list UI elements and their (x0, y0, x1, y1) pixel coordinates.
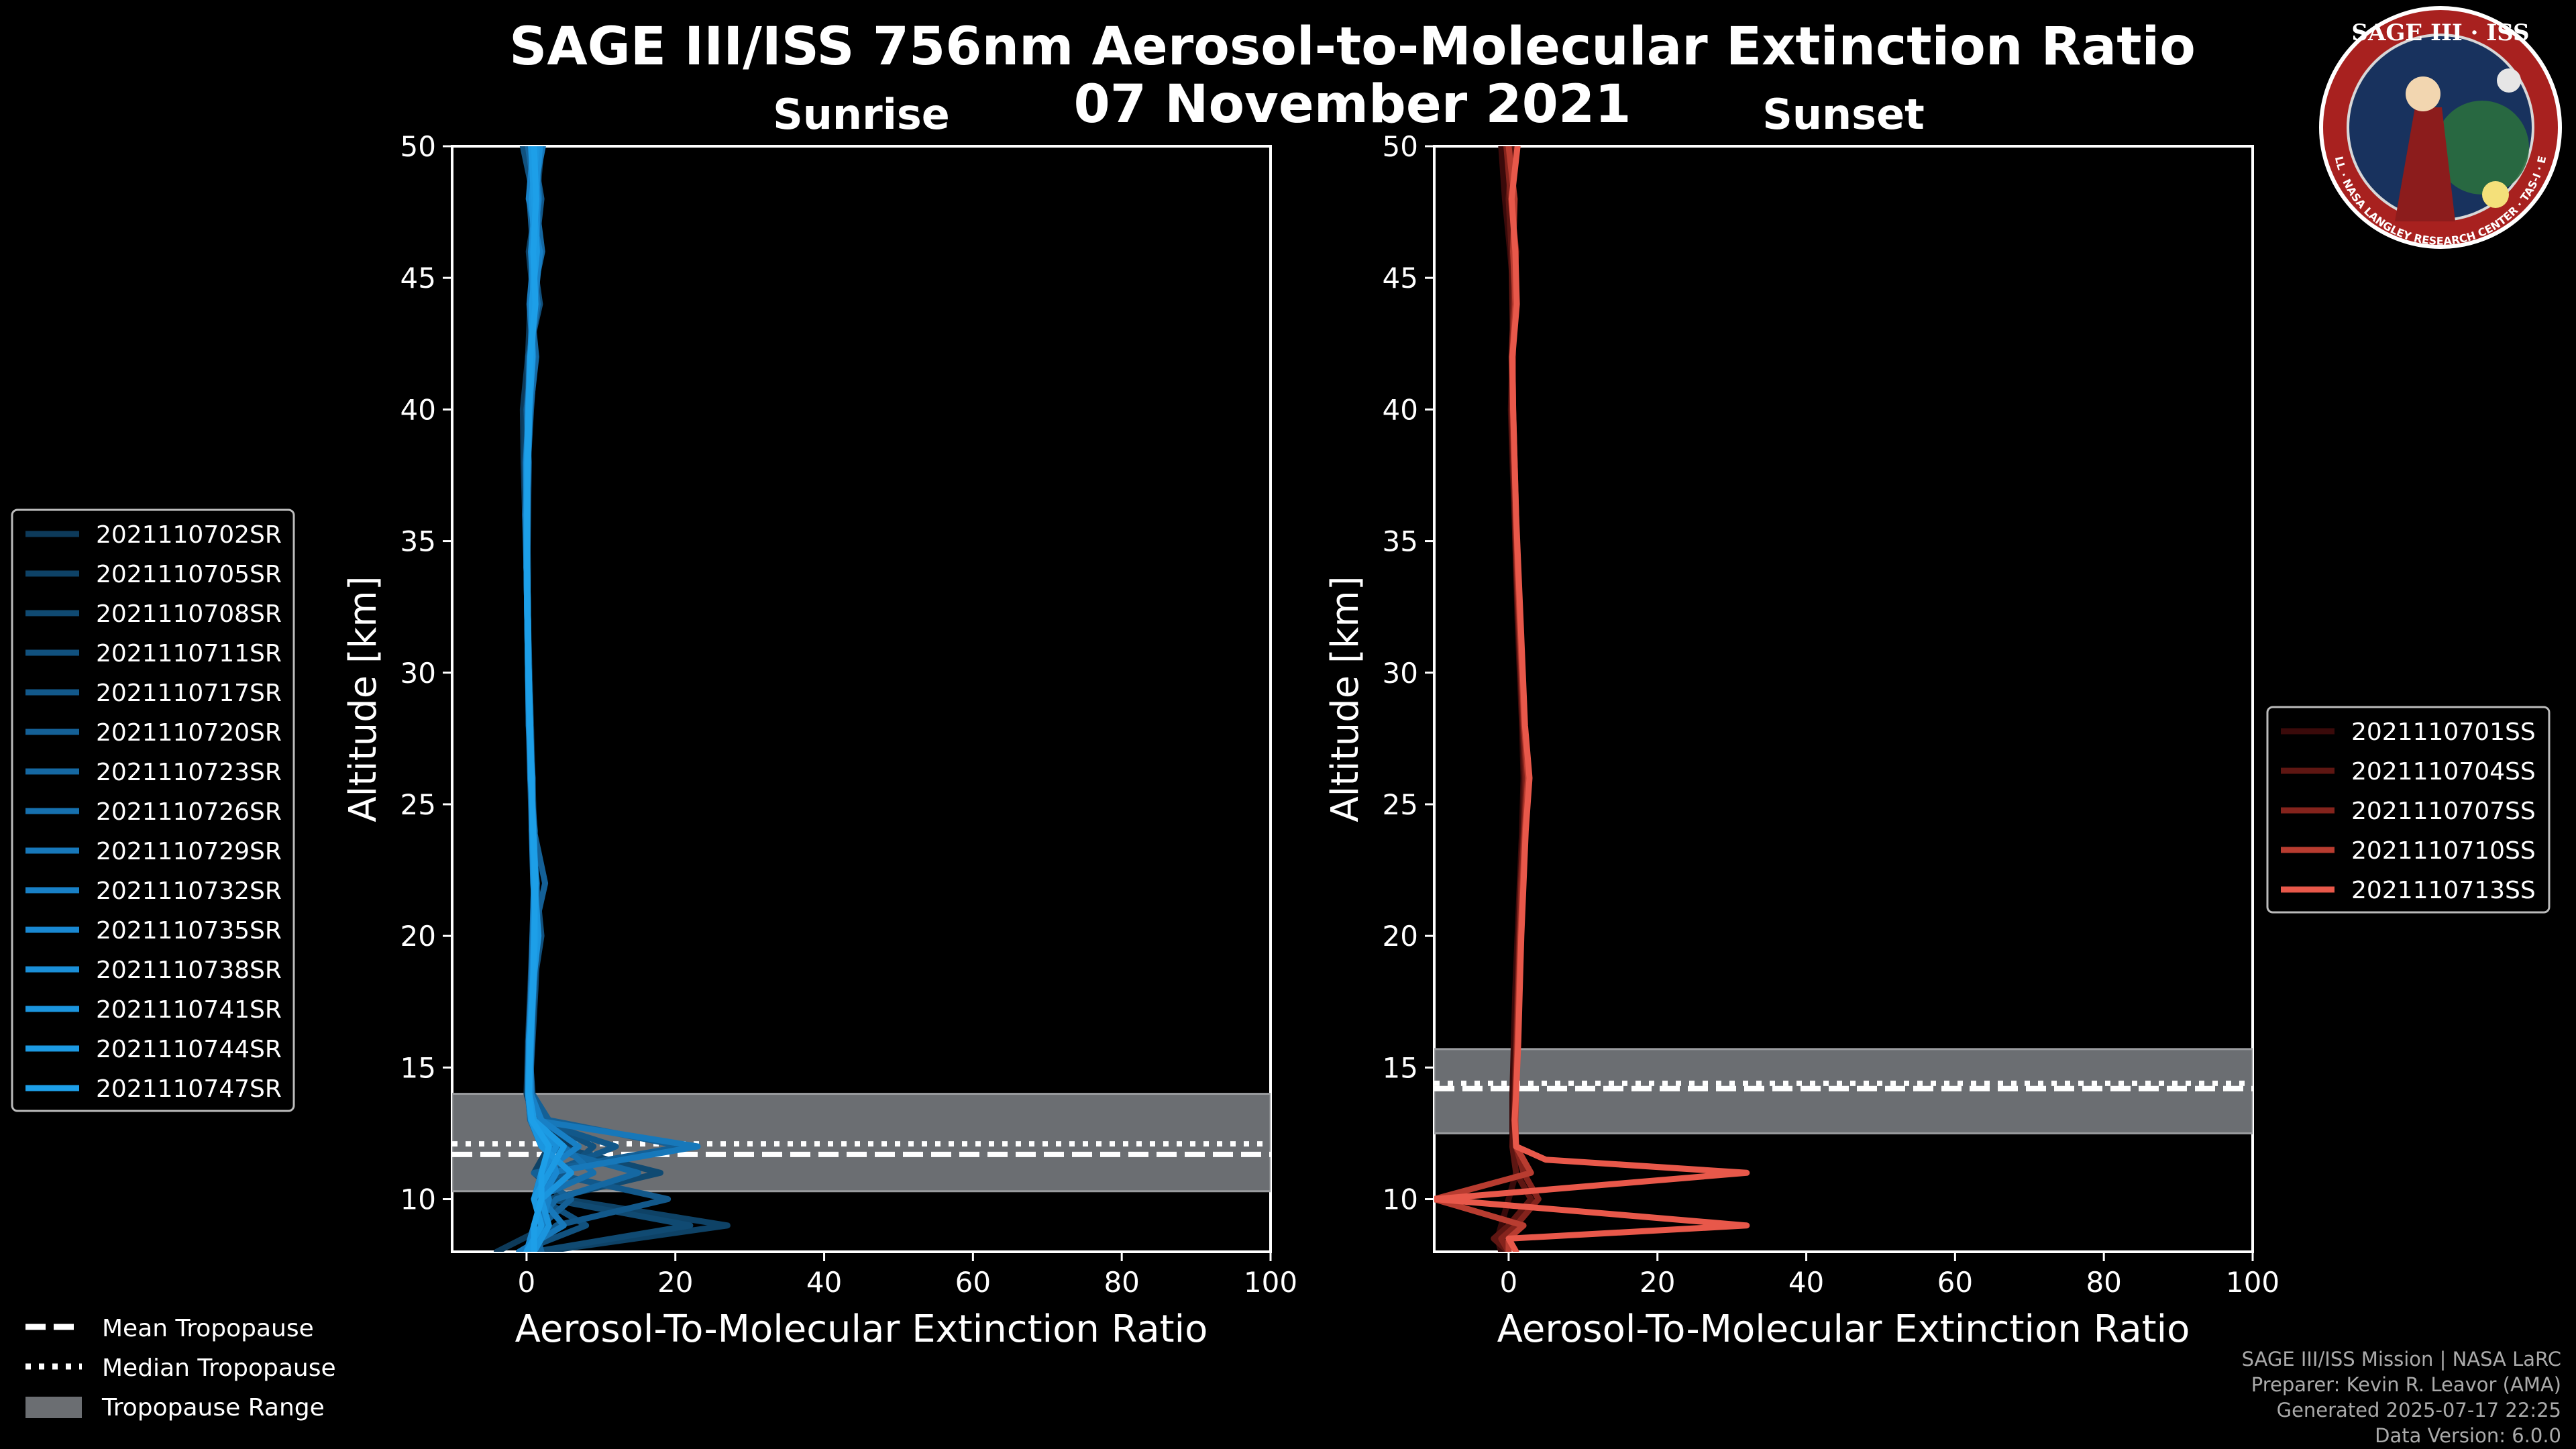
legend-label-2021110744SR: 2021110744SR (96, 1036, 282, 1063)
series-line-2021110713SS (1434, 146, 1750, 1252)
sunset-y-tick-label: 10 (1383, 1183, 1418, 1216)
sunrise-y-tick-label: 45 (400, 262, 436, 294)
footer-credits: SAGE III/ISS Mission | NASA LaRC Prepare… (2242, 1348, 2561, 1447)
sunrise-x-tick-label: 80 (1104, 1266, 1139, 1299)
sunset-legend: 2021110701SS 2021110704SS 2021110707SS 2021… (2266, 706, 2551, 914)
sunrise-x-axis-label: Aerosol-To-Molecular Extinction Ratio (515, 1307, 1208, 1351)
sunset-x-tick-label: 100 (2226, 1266, 2279, 1299)
sunrise-y-tick-label: 30 (400, 657, 436, 690)
sunset-y-tick-label: 50 (1383, 130, 1418, 163)
legend-label-2021110723SR: 2021110723SR (96, 759, 282, 786)
tropopause-range-label: Tropopause Range (101, 1394, 325, 1421)
sunset-x-tick-label: 0 (1500, 1266, 1518, 1299)
chart-title: SAGE III/ISS 756nm Aerosol-to-Molecular … (509, 17, 2196, 77)
sunset-x-axis-label: Aerosol-To-Molecular Extinction Ratio (1497, 1307, 2190, 1351)
legend-label-2021110741SR: 2021110741SR (96, 996, 282, 1024)
series-line-2021110747SR (524, 146, 552, 1252)
sunset-panel-title: Sunset (1762, 90, 1925, 139)
sunrise-y-tick-label: 50 (400, 130, 436, 163)
sunset-y-tick-label: 15 (1383, 1051, 1418, 1084)
legend-label-2021110711SR: 2021110711SR (96, 640, 282, 667)
sunrise-legend: 2021110702SR 2021110705SR 2021110708SR 2021… (11, 508, 295, 1112)
sunset-x-tick-label: 60 (1937, 1266, 1973, 1299)
legend-label-2021110729SR: 2021110729SR (96, 838, 282, 865)
legend-label-2021110735SR: 2021110735SR (96, 917, 282, 945)
sunrise-y-tick-label: 25 (400, 788, 436, 821)
sunrise-plot-area (452, 146, 1271, 1252)
legend-label-2021110747SR: 2021110747SR (96, 1075, 282, 1103)
sunset-y-tick-label: 40 (1383, 393, 1418, 426)
sunrise-y-tick-label: 10 (400, 1183, 436, 1216)
sunset-plot-content (1434, 146, 2253, 1252)
chart-date: 07 November 2021 (1073, 74, 1631, 135)
sunset-x-tick-label: 80 (2086, 1266, 2121, 1299)
sunset-panel: Aerosol-To-Molecular Extinction Ratio Al… (1324, 130, 2279, 1351)
legend-label-2021110704SS: 2021110704SS (2351, 758, 2536, 786)
legend-label-2021110707SS: 2021110707SS (2351, 798, 2536, 825)
legend-label-2021110726SR: 2021110726SR (96, 798, 282, 826)
legend-label-2021110713SS: 2021110713SS (2351, 877, 2536, 904)
legend-label-2021110720SR: 2021110720SR (96, 719, 282, 747)
tropopause-legend: Mean Tropopause Median Tropopause Tropop… (25, 1315, 336, 1421)
sunrise-plot-content (452, 146, 1271, 1252)
sunrise-y-tick-label: 20 (400, 920, 436, 953)
footer-preparer: Preparer: Kevin R. Leavor (AMA) (2251, 1373, 2561, 1396)
sunrise-x-tick-label: 20 (657, 1266, 693, 1299)
footer-data-version: Data Version: 6.0.0 (2375, 1424, 2561, 1447)
sunrise-panel-title: Sunrise (773, 90, 950, 139)
legend-label-2021110710SS: 2021110710SS (2351, 837, 2536, 865)
legend-label-2021110702SR: 2021110702SR (96, 521, 282, 549)
sunrise-legend-box (11, 508, 295, 1112)
sunset-y-axis-label: Altitude [km] (1324, 576, 1367, 822)
sunset-y-tick-label: 20 (1383, 920, 1418, 953)
legend-label-2021110732SR: 2021110732SR (96, 877, 282, 905)
sunrise-plot-frame (451, 145, 1272, 1253)
sunrise-x-tick-label: 60 (955, 1266, 991, 1299)
sunset-y-tick-label: 30 (1383, 657, 1418, 690)
sunset-y-tick-label: 25 (1383, 788, 1418, 821)
sunrise-panel: Aerosol-To-Molecular Extinction Ratio Al… (341, 130, 1297, 1351)
footer-generated: Generated 2025-07-17 22:25 (2277, 1399, 2561, 1421)
sunrise-x-tick-label: 100 (1244, 1266, 1297, 1299)
sunrise-y-tick-label: 40 (400, 393, 436, 426)
sunrise-y-tick-label: 35 (400, 525, 436, 558)
legend-label-2021110738SR: 2021110738SR (96, 957, 282, 984)
sunrise-x-tick-label: 40 (806, 1266, 842, 1299)
sunset-x-tick-label: 20 (1640, 1266, 1675, 1299)
sunset-x-tick-label: 40 (1788, 1266, 1824, 1299)
sunrise-x-tick-label: 0 (518, 1266, 536, 1299)
footer-mission: SAGE III/ISS Mission | NASA LaRC (2242, 1348, 2561, 1371)
legend-label-2021110705SR: 2021110705SR (96, 561, 282, 588)
sunrise-y-axis-label: Altitude [km] (341, 576, 385, 822)
sunset-legend-box (2266, 706, 2551, 914)
legend-label-2021110717SR: 2021110717SR (96, 680, 282, 707)
logo-text: SAGE III · ISS (2351, 19, 2529, 46)
median-tropopause-label: Median Tropopause (102, 1354, 336, 1382)
mean-tropopause-label: Mean Tropopause (102, 1315, 314, 1342)
sunset-y-tick-label: 45 (1383, 262, 1418, 294)
sunset-plot-area (1434, 146, 2253, 1252)
tropopause-range-swatch (25, 1397, 82, 1418)
legend-label-2021110701SS: 2021110701SS (2351, 718, 2536, 746)
legend-label-2021110708SR: 2021110708SR (96, 600, 282, 628)
sunset-y-tick-label: 35 (1383, 525, 1418, 558)
sunrise-y-tick-label: 15 (400, 1051, 436, 1084)
